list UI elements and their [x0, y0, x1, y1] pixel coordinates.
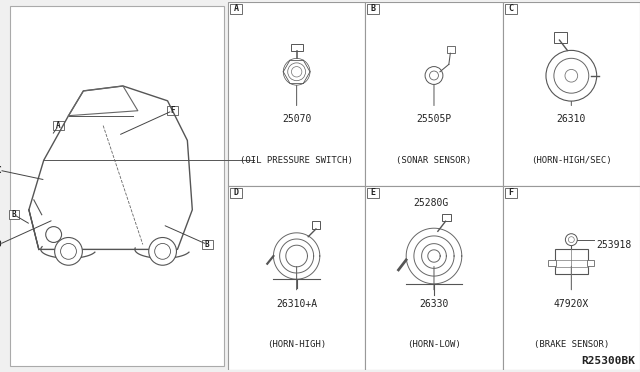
- FancyBboxPatch shape: [0, 240, 4, 249]
- Circle shape: [429, 71, 438, 80]
- Circle shape: [148, 237, 177, 265]
- Text: 26310+A: 26310+A: [276, 298, 317, 308]
- FancyBboxPatch shape: [555, 248, 588, 274]
- Text: C: C: [508, 4, 513, 13]
- Circle shape: [288, 63, 305, 81]
- Text: (HORN-HIGH/SEC): (HORN-HIGH/SEC): [531, 156, 612, 165]
- FancyBboxPatch shape: [367, 188, 379, 198]
- Text: A: A: [234, 4, 238, 13]
- Text: (SONAR SENSOR): (SONAR SENSOR): [396, 156, 472, 165]
- FancyBboxPatch shape: [230, 4, 242, 14]
- Text: A: A: [56, 121, 61, 130]
- FancyBboxPatch shape: [365, 186, 502, 370]
- FancyBboxPatch shape: [228, 186, 365, 370]
- Circle shape: [45, 227, 61, 243]
- FancyBboxPatch shape: [367, 4, 379, 14]
- Circle shape: [546, 50, 596, 101]
- Text: 26330: 26330: [419, 298, 449, 308]
- FancyBboxPatch shape: [291, 44, 303, 51]
- FancyBboxPatch shape: [8, 210, 19, 219]
- FancyBboxPatch shape: [365, 2, 502, 186]
- Text: 25280G: 25280G: [413, 198, 449, 208]
- Text: 253918: 253918: [596, 240, 631, 250]
- FancyBboxPatch shape: [502, 2, 640, 186]
- Text: 26310: 26310: [557, 114, 586, 124]
- Text: B: B: [371, 4, 376, 13]
- FancyBboxPatch shape: [202, 240, 212, 249]
- Circle shape: [284, 58, 310, 85]
- FancyBboxPatch shape: [442, 214, 451, 221]
- FancyBboxPatch shape: [447, 46, 455, 53]
- Text: 25070: 25070: [282, 114, 311, 124]
- Text: 25505P: 25505P: [417, 114, 452, 124]
- Circle shape: [568, 237, 574, 243]
- Text: 47920X: 47920X: [554, 298, 589, 308]
- Circle shape: [291, 67, 302, 77]
- Circle shape: [554, 58, 589, 93]
- FancyBboxPatch shape: [554, 32, 566, 43]
- FancyBboxPatch shape: [504, 4, 516, 14]
- FancyBboxPatch shape: [587, 260, 595, 266]
- Text: (OIL PRESSURE SWITCH): (OIL PRESSURE SWITCH): [240, 156, 353, 165]
- Circle shape: [61, 243, 76, 259]
- Circle shape: [565, 70, 578, 82]
- Text: (BRAKE SENSOR): (BRAKE SENSOR): [534, 340, 609, 349]
- Text: F: F: [170, 106, 175, 115]
- FancyBboxPatch shape: [504, 188, 516, 198]
- FancyBboxPatch shape: [230, 188, 242, 198]
- Text: D: D: [234, 189, 238, 198]
- FancyBboxPatch shape: [0, 166, 4, 174]
- Text: E: E: [371, 189, 376, 198]
- FancyBboxPatch shape: [167, 106, 178, 115]
- Text: C: C: [0, 166, 1, 174]
- Text: R25300BK: R25300BK: [581, 356, 635, 366]
- FancyBboxPatch shape: [53, 121, 64, 130]
- Circle shape: [54, 237, 83, 265]
- Text: (HORN-HIGH): (HORN-HIGH): [267, 340, 326, 349]
- FancyBboxPatch shape: [10, 6, 224, 366]
- Text: F: F: [508, 189, 513, 198]
- Text: D: D: [0, 240, 1, 249]
- Text: B: B: [205, 240, 209, 249]
- FancyBboxPatch shape: [228, 2, 365, 186]
- Text: B: B: [12, 210, 17, 219]
- Circle shape: [565, 234, 577, 246]
- Circle shape: [425, 67, 443, 84]
- FancyBboxPatch shape: [502, 186, 640, 370]
- Circle shape: [155, 243, 170, 259]
- Text: (HORN-LOW): (HORN-LOW): [407, 340, 461, 349]
- FancyBboxPatch shape: [548, 260, 556, 266]
- FancyBboxPatch shape: [312, 221, 320, 229]
